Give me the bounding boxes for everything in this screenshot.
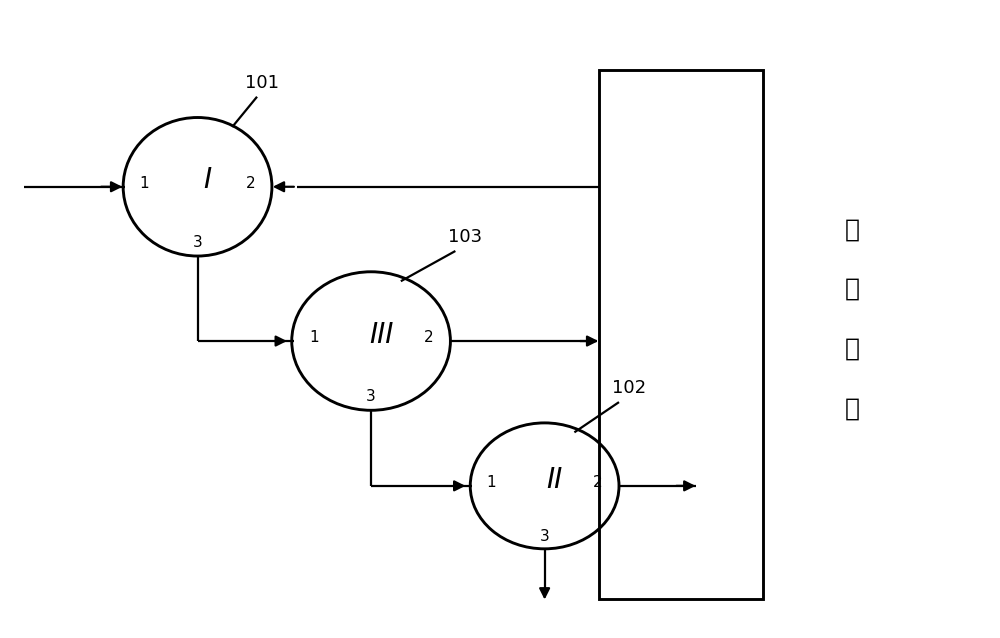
Text: 境: 境 (845, 397, 860, 420)
Text: 3: 3 (366, 389, 376, 404)
Text: 3: 3 (540, 529, 550, 544)
Text: 102: 102 (612, 379, 646, 397)
Text: 环: 环 (845, 337, 860, 361)
Text: 2: 2 (423, 330, 433, 345)
Text: II: II (546, 466, 563, 494)
Text: 受: 受 (845, 218, 860, 241)
Text: 103: 103 (448, 228, 482, 246)
Text: I: I (203, 167, 212, 195)
Text: 3: 3 (193, 235, 202, 249)
Text: 101: 101 (245, 74, 279, 92)
Text: 1: 1 (139, 176, 149, 191)
Text: 2: 2 (593, 475, 603, 490)
Text: 热: 热 (845, 277, 860, 301)
Bar (599, 70, 763, 599)
Text: 2: 2 (246, 176, 256, 191)
Text: III: III (369, 321, 393, 349)
Text: 1: 1 (486, 475, 496, 490)
Text: 1: 1 (309, 330, 319, 345)
